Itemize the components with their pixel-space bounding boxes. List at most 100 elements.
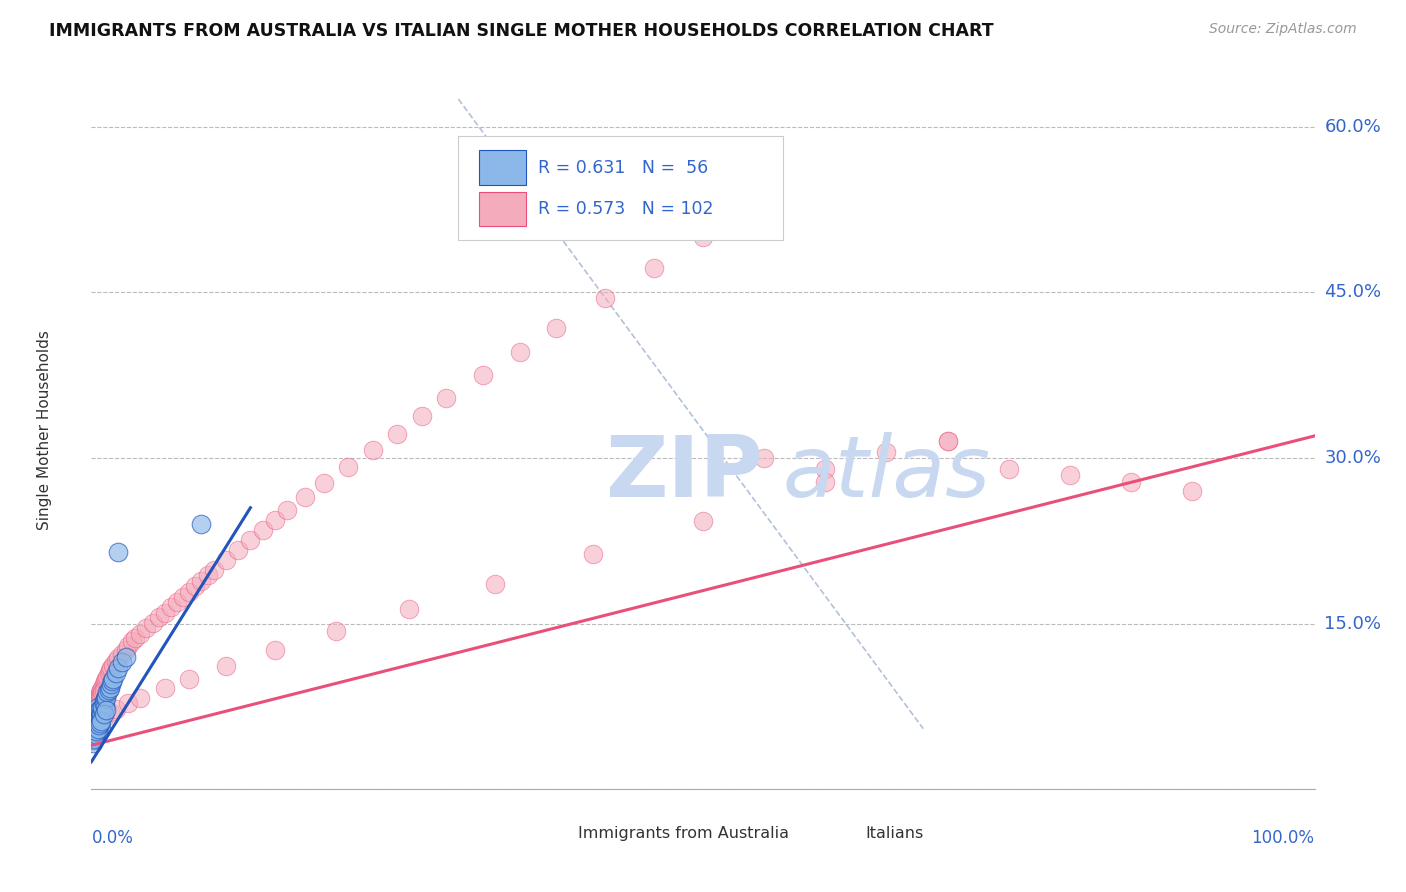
Point [90,722,112,736]
Point [83,710,105,724]
Point [84,696,107,710]
Text: Source: ZipAtlas.com: Source: ZipAtlas.com [1209,22,1357,37]
Text: 60.0%: 60.0% [1324,118,1381,136]
Point [87,689,110,703]
Point [179,672,201,686]
Point [83,722,105,736]
Point [104,666,127,681]
Point [86,699,108,714]
Point [104,702,127,716]
Point [87,713,110,727]
Point [94,699,117,714]
Point [111,656,134,670]
Text: 0.0%: 0.0% [91,829,134,847]
Point [87,718,110,732]
Point [91,685,114,699]
Point [114,643,136,657]
Point [84,705,107,719]
Point [276,503,298,517]
Point [385,426,409,441]
Point [84,710,107,724]
Point [83,716,105,731]
Point [129,690,152,705]
Point [84,694,107,708]
Point [337,459,360,474]
Point [94,703,117,717]
Point [121,634,143,648]
Text: 15.0%: 15.0% [1324,615,1382,632]
Text: Italians: Italians [866,827,924,841]
Text: R = 0.573   N = 102: R = 0.573 N = 102 [538,200,713,219]
Point [94,674,117,689]
Point [86,718,108,732]
Point [91,699,114,714]
Point [89,716,111,731]
Point [90,707,112,722]
Point [361,443,384,458]
Point [93,710,115,724]
Point [90,705,112,719]
Point [93,683,115,698]
Point [215,552,238,566]
Point [1121,475,1143,490]
Point [166,594,188,608]
Point [160,600,183,615]
Point [190,574,212,588]
Point [98,663,121,677]
Bar [820,820,858,848]
Point [84,716,107,731]
Point [398,602,420,616]
Point [90,683,112,698]
Point [89,714,111,728]
Point [84,731,107,745]
Point [97,666,120,681]
Point [84,714,107,728]
Point [89,691,111,706]
Point [83,694,105,708]
Point [83,718,105,732]
Point [86,718,108,732]
Point [84,707,107,722]
Bar [479,151,526,185]
Point [82,707,104,722]
Text: IMMIGRANTS FROM AUSTRALIA VS ITALIAN SINGLE MOTHER HOUSEHOLDS CORRELATION CHART: IMMIGRANTS FROM AUSTRALIA VS ITALIAN SIN… [49,22,994,40]
Bar [531,820,571,848]
Point [325,624,347,639]
Point [94,690,117,705]
Point [124,631,146,645]
Point [197,568,219,582]
Point [82,716,104,731]
Point [998,462,1021,476]
Point [94,691,117,706]
Point [509,345,531,359]
Point [83,731,105,746]
Point [90,714,112,728]
Point [692,514,714,528]
Text: 45.0%: 45.0% [1324,284,1382,301]
Point [814,475,837,490]
Point [104,654,127,668]
Point [84,714,107,728]
Point [94,689,117,703]
Point [875,445,898,459]
Point [93,707,115,722]
Point [148,610,170,624]
Point [582,547,605,561]
Text: atlas: atlas [783,432,990,515]
Point [93,696,115,710]
Point [172,591,194,605]
Point [103,672,125,686]
Point [84,705,107,719]
Point [593,291,616,305]
Text: R = 0.631   N =  56: R = 0.631 N = 56 [538,159,709,177]
Point [84,703,107,717]
FancyBboxPatch shape [458,136,783,240]
Point [814,462,837,476]
Point [153,606,176,620]
Point [153,681,176,695]
Point [239,533,262,547]
Point [226,542,249,557]
Point [117,696,139,710]
Bar [479,192,526,227]
Point [1181,484,1204,499]
